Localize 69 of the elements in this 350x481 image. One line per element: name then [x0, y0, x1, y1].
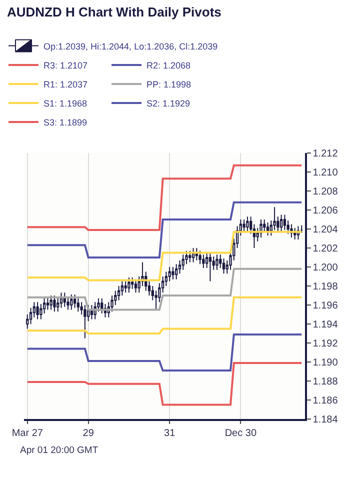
candlestick: [63, 292, 66, 308]
y-tick-label: 1.184: [312, 414, 338, 426]
line-series: [26, 296, 303, 335]
x-tick-label: 31: [164, 428, 176, 439]
candlestick: [70, 294, 73, 310]
y-tick-label: 1.186: [312, 396, 338, 407]
line-series: [26, 362, 303, 406]
candlestick: [202, 254, 205, 268]
candlestick: [208, 252, 212, 282]
x-tick-label: 29: [82, 428, 94, 439]
candlestick: [66, 296, 70, 310]
y-tick-label: 1.194: [312, 320, 338, 331]
y-tick-label: 1.196: [312, 300, 338, 312]
line-series: [26, 164, 303, 231]
y-tick-label: 1.198: [312, 282, 338, 293]
text: Apr 01 20:00 GMT: [20, 445, 98, 456]
candlestick: [50, 295, 52, 310]
candlestick: [73, 294, 76, 308]
candlestick: [76, 298, 80, 312]
y-tick-label: 1.210: [312, 168, 338, 179]
y-tick-label: 1.212: [312, 148, 338, 160]
candlestick: [172, 266, 174, 280]
y-tick-label: 1.208: [312, 186, 338, 198]
candlestick: [242, 219, 246, 232]
x-tick-label: Mar 27: [12, 428, 44, 439]
y-tick-label: 1.206: [312, 206, 338, 217]
candlestick: [117, 286, 120, 301]
y-tick-label: 1.200: [312, 262, 338, 274]
candlestick: [198, 250, 202, 265]
candlestick: [283, 214, 286, 230]
candlestick: [128, 276, 130, 294]
legend-label: PP: 1.1998: [146, 80, 192, 90]
line-series: [26, 201, 303, 259]
y-tick-label: 1.192: [312, 338, 338, 350]
candlestick: [53, 295, 56, 312]
candlestick: [222, 258, 226, 274]
candlestick: [188, 250, 192, 263]
candlestick: [84, 304, 86, 339]
candlestick: [175, 264, 178, 280]
candlestick: [60, 292, 63, 308]
candlestick: [46, 298, 50, 310]
chart-title: AUDNZD H Chart With Daily Pivots: [7, 4, 222, 20]
y-tick-label: 1.188: [312, 376, 338, 388]
candlestick: [131, 276, 134, 290]
candlestick: [216, 254, 218, 270]
candlestick: [182, 254, 184, 270]
candlestick: [246, 216, 249, 232]
y-tick-label: 1.204: [312, 224, 338, 236]
line-series: [26, 333, 303, 372]
candlestick: [294, 228, 296, 240]
candlestick: [100, 298, 104, 314]
x-tick-label: Dec 30: [224, 428, 257, 439]
candlestick: [266, 222, 270, 236]
legend-label: R3: 1.2107: [44, 60, 88, 71]
legend-label: S2: 1.1929: [146, 98, 190, 109]
candlestick: [36, 302, 39, 320]
y-tick-label: 1.190: [312, 358, 338, 369]
candlestick: [120, 280, 124, 296]
candlestick: [168, 266, 171, 282]
line-series: [26, 230, 303, 282]
legend-label: Op:1.2039, Hi:1.2044, Lo:1.2036, Cl:1.2039: [44, 41, 218, 52]
legend-label: R2: 1.2068: [146, 60, 191, 71]
legend-label: R1: 1.2037: [44, 80, 88, 90]
candlestick: [280, 214, 283, 232]
legend-label: S3: 1.1899: [44, 118, 88, 128]
candlestick: [124, 280, 127, 294]
y-tick-label: 1.202: [312, 244, 338, 255]
legend-label: S1: 1.1968: [44, 98, 88, 109]
candlestick: [134, 278, 138, 294]
